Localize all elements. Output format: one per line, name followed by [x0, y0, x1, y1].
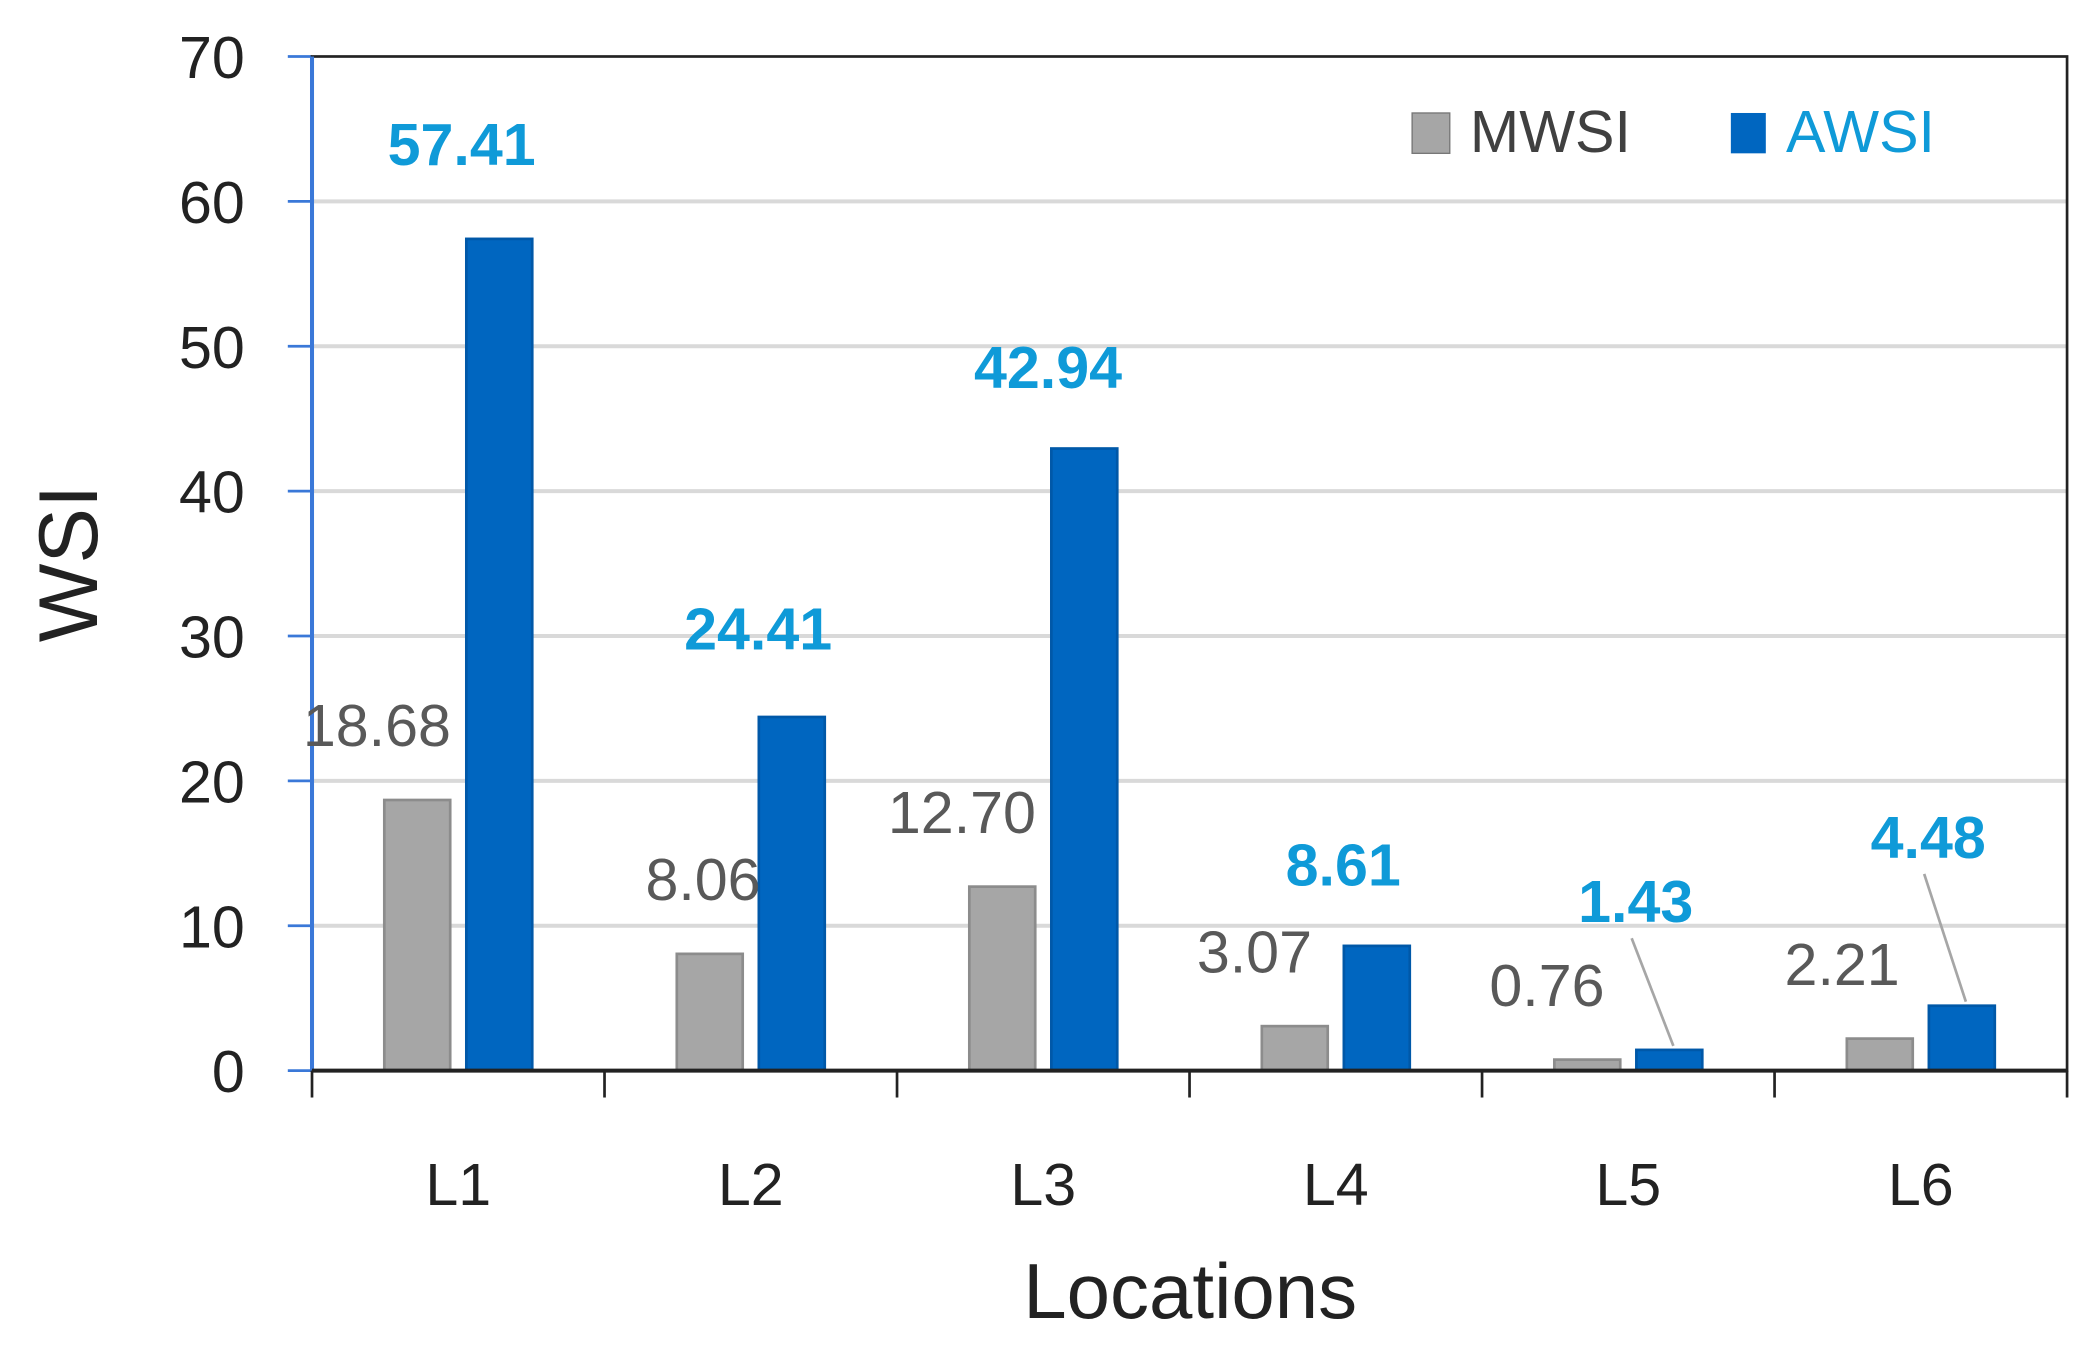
bar-awsi-l6: [1927, 1004, 1997, 1072]
data-label-awsi: 8.61: [1286, 831, 1401, 898]
y-tick-label: 20: [179, 748, 245, 815]
leader-line: [1630, 937, 1675, 1047]
bar-awsi-l3: [1050, 447, 1119, 1072]
data-label-awsi: 24.41: [684, 596, 832, 663]
y-tick-labels: 0 10 20 30 40 50 60 70: [179, 24, 245, 1105]
x-tick-labels: L1 L2 L3 L4 L5 L6: [310, 1070, 2069, 1218]
gridlines: [287, 55, 2068, 1072]
x-tick-label: L2: [718, 1151, 784, 1218]
y-axis-label: WSI: [22, 485, 115, 642]
bar-mwsi-l1: [382, 798, 452, 1072]
x-tick-label: L6: [1888, 1151, 1954, 1218]
data-label-mwsi: 12.70: [888, 779, 1036, 846]
data-label-awsi: 4.48: [1871, 804, 1986, 871]
data-label-mwsi: 0.76: [1489, 952, 1604, 1019]
y-tick-label: 70: [179, 24, 245, 91]
bar-awsi-l4: [1342, 944, 1412, 1072]
legend-swatch-mwsi: [1411, 112, 1451, 155]
legend-label-mwsi: MWSI: [1470, 98, 1631, 165]
bar-awsi-l5: [1635, 1048, 1704, 1072]
data-labels: 18.68 57.41 8.06 24.41 12.70 42.94 3.07 8.61 0.7…: [303, 111, 1986, 1047]
legend-label-awsi: AWSI: [1786, 98, 1935, 165]
legend-swatch-awsi: [1730, 112, 1766, 154]
leader-line: [1922, 873, 1968, 1003]
y-tick-label: 50: [179, 314, 245, 381]
bar-mwsi-l3: [967, 885, 1037, 1072]
y-tick-label: 40: [179, 459, 245, 526]
bar-awsi-l1: [464, 237, 534, 1072]
data-label-mwsi: 3.07: [1197, 918, 1312, 985]
bar-mwsi-l2: [675, 952, 745, 1072]
plot-border: [310, 55, 2069, 1072]
y-tick-label: 60: [179, 169, 245, 236]
y-tick-label: 10: [179, 893, 245, 960]
data-label-mwsi: 18.68: [303, 692, 451, 759]
data-label-mwsi: 8.06: [645, 846, 760, 913]
bars: [382, 237, 1997, 1072]
y-tick-label: 30: [179, 604, 245, 671]
x-tick-label: L4: [1303, 1151, 1369, 1218]
bar-mwsi-l6: [1845, 1037, 1915, 1072]
bar-awsi-l2: [757, 715, 827, 1072]
x-tick-label: L1: [425, 1151, 491, 1218]
legend: MWSI AWSI: [1411, 98, 1935, 165]
x-tick-label: L3: [1010, 1151, 1076, 1218]
data-label-awsi: 42.94: [974, 334, 1122, 401]
x-tick-label: L5: [1595, 1151, 1661, 1218]
bar-mwsi-l4: [1260, 1024, 1330, 1072]
x-axis-label: Locations: [1023, 1247, 1357, 1335]
data-label-awsi: 1.43: [1578, 868, 1693, 935]
data-label-awsi: 57.41: [388, 111, 536, 178]
y-tick-label: 0: [212, 1038, 245, 1105]
data-label-mwsi: 2.21: [1785, 931, 1900, 998]
